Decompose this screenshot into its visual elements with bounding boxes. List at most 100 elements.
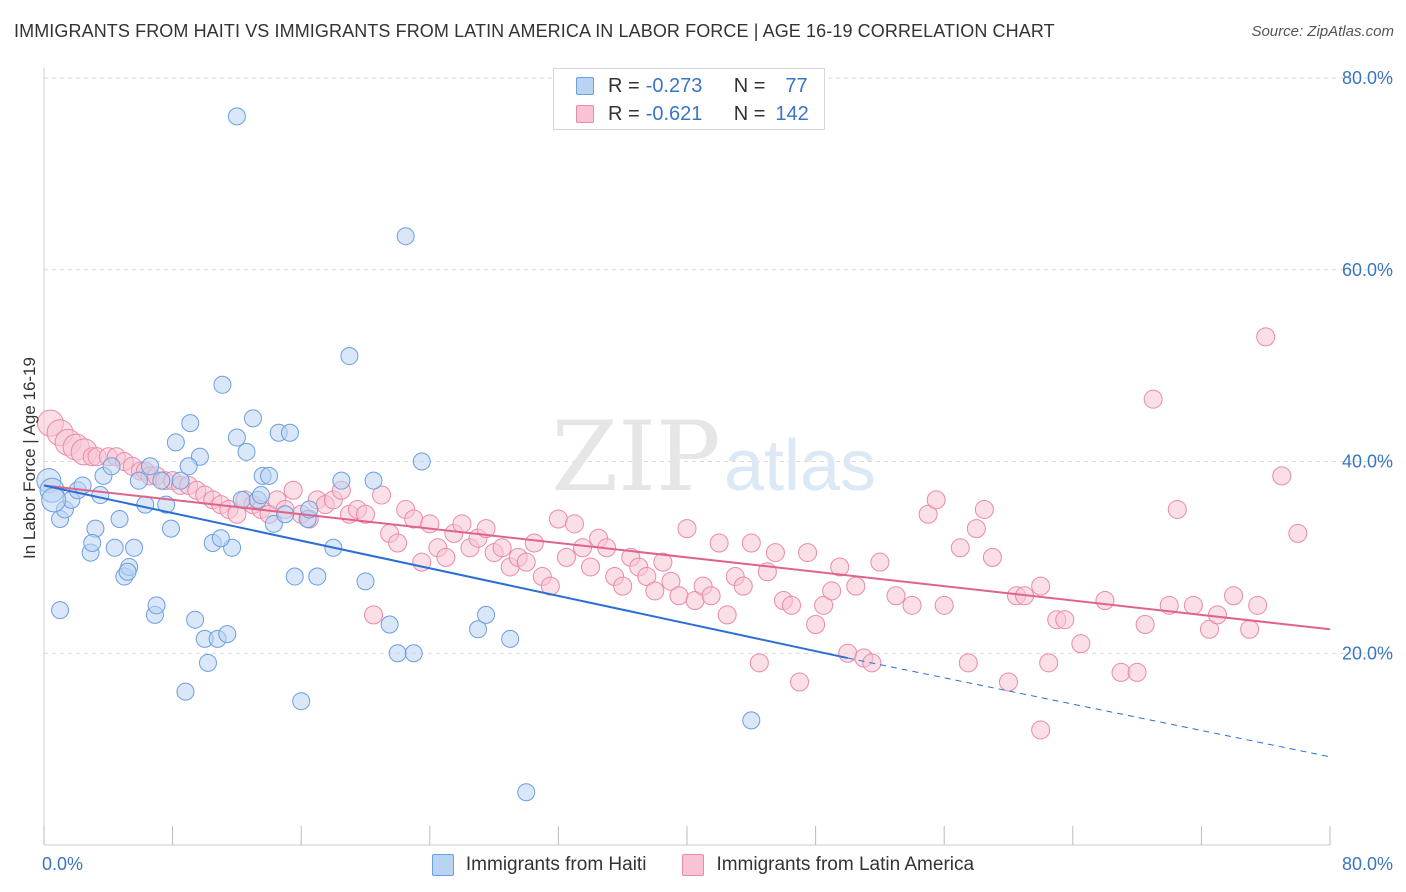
point-haiti-68 bbox=[179, 457, 198, 476]
point-haiti-25 bbox=[171, 471, 190, 490]
point-latin-118 bbox=[1031, 576, 1051, 596]
point-latin-108 bbox=[926, 490, 946, 510]
point-haiti-40 bbox=[243, 409, 262, 428]
source-credit: Source: ZipAtlas.com bbox=[1251, 23, 1394, 40]
point-haiti-63 bbox=[477, 605, 496, 624]
point-latin-61 bbox=[524, 533, 544, 553]
point-haiti-11 bbox=[102, 457, 121, 476]
point-haiti-48 bbox=[285, 567, 304, 586]
legend-label-haiti: Immigrants from Haiti bbox=[465, 854, 647, 875]
point-latin-115 bbox=[999, 672, 1018, 692]
trend-lines bbox=[43, 484, 1331, 758]
point-haiti-9 bbox=[91, 486, 110, 505]
point-latin-97 bbox=[814, 595, 834, 615]
point-haiti-46 bbox=[276, 505, 295, 524]
point-haiti-18 bbox=[136, 495, 155, 514]
grid-lines bbox=[44, 77, 1392, 654]
point-haiti-62 bbox=[469, 620, 488, 639]
point-latin-121 bbox=[1055, 610, 1075, 630]
point-latin-132 bbox=[1207, 605, 1227, 625]
correlation-legend: R = -0.273 N = 77 R = -0.621 N = 142 bbox=[553, 68, 825, 130]
point-latin-112 bbox=[966, 519, 986, 539]
point-haiti-66 bbox=[742, 711, 761, 730]
point-haiti-51 bbox=[308, 567, 327, 586]
watermark: ZIP atlas bbox=[551, 401, 876, 513]
legend-r-label: R = bbox=[608, 74, 640, 97]
watermark-zip: ZIP bbox=[551, 401, 720, 513]
point-latin-72 bbox=[613, 576, 633, 596]
point-haiti-28 bbox=[186, 610, 205, 629]
point-haiti-69 bbox=[51, 601, 70, 620]
point-latin-31 bbox=[283, 480, 303, 500]
point-haiti-19 bbox=[141, 457, 160, 476]
trend-line-latin bbox=[43, 484, 1331, 631]
point-haiti-67 bbox=[227, 107, 246, 126]
y-tick-label-20: 20.0% bbox=[1342, 643, 1393, 663]
point-latin-67 bbox=[573, 538, 593, 558]
legend-swatch-haiti bbox=[431, 854, 454, 876]
point-latin-137 bbox=[1272, 466, 1292, 486]
point-haiti-16 bbox=[125, 538, 144, 557]
point-haiti-58 bbox=[388, 644, 407, 663]
legend-n-label: N = bbox=[733, 74, 766, 97]
point-latin-52 bbox=[452, 514, 472, 534]
point-latin-106 bbox=[902, 595, 922, 615]
point-latin-104 bbox=[870, 552, 890, 572]
point-latin-64 bbox=[548, 509, 568, 529]
point-latin-111 bbox=[958, 653, 978, 673]
point-latin-107 bbox=[918, 504, 938, 524]
legend-item-latin[interactable]: Immigrants from Latin America bbox=[682, 854, 974, 876]
watermark-atlas: atlas bbox=[724, 426, 876, 506]
point-latin-84 bbox=[709, 533, 729, 553]
point-haiti-13 bbox=[110, 510, 129, 529]
point-latin-75 bbox=[637, 567, 657, 587]
point-latin-105 bbox=[886, 586, 906, 606]
point-haiti-73 bbox=[211, 529, 230, 548]
point-haiti-61 bbox=[412, 452, 431, 471]
point-latin-94 bbox=[790, 672, 810, 692]
legend-r-value-latin: -0.621 bbox=[645, 102, 703, 125]
tick-labels: 20.0% 40.0% 60.0% 80.0% 0.0% 80.0% bbox=[42, 68, 1393, 874]
point-haiti-27 bbox=[181, 414, 200, 433]
point-haiti-70 bbox=[83, 533, 102, 552]
point-haiti-57 bbox=[380, 615, 399, 634]
point-latin-44 bbox=[388, 533, 408, 553]
point-haiti-60 bbox=[404, 644, 423, 663]
point-latin-133 bbox=[1224, 586, 1244, 606]
point-latin-95 bbox=[798, 543, 818, 563]
legend-item-haiti[interactable]: Immigrants from Haiti bbox=[431, 854, 647, 876]
point-latin-122 bbox=[1071, 634, 1091, 654]
y-tick-label-80: 80.0% bbox=[1342, 68, 1393, 88]
point-haiti-47 bbox=[280, 423, 299, 442]
point-haiti-72 bbox=[147, 596, 166, 615]
point-haiti-54 bbox=[340, 347, 359, 366]
point-latin-55 bbox=[476, 519, 496, 539]
point-latin-87 bbox=[733, 576, 753, 596]
chart-title: IMMIGRANTS FROM HAITI VS IMMIGRANTS FROM… bbox=[14, 21, 1055, 41]
point-latin-60 bbox=[516, 552, 536, 572]
point-latin-130 bbox=[1183, 595, 1203, 615]
point-haiti-56 bbox=[364, 471, 383, 490]
point-haiti-43 bbox=[260, 466, 279, 485]
trend-line-haiti bbox=[43, 484, 848, 660]
legend-n-label: N = bbox=[733, 102, 766, 125]
point-haiti-17 bbox=[129, 471, 148, 490]
legend-label-latin: Immigrants from Latin America bbox=[716, 854, 975, 875]
point-latin-113 bbox=[974, 499, 994, 519]
legend-swatch-latin bbox=[576, 105, 594, 123]
point-latin-127 bbox=[1143, 389, 1163, 409]
point-latin-91 bbox=[765, 543, 785, 563]
x-tick-label-min: 0.0% bbox=[42, 854, 83, 874]
point-latin-57 bbox=[492, 538, 512, 558]
axes bbox=[43, 68, 1331, 846]
point-latin-78 bbox=[661, 571, 681, 591]
point-latin-123 bbox=[1095, 591, 1115, 611]
legend-r-value-haiti: -0.273 bbox=[645, 74, 703, 97]
point-haiti-23 bbox=[161, 519, 180, 538]
point-haiti-35 bbox=[218, 625, 237, 644]
point-latin-88 bbox=[741, 533, 761, 553]
point-latin-80 bbox=[677, 519, 697, 539]
legend-row-haiti: R = -0.273 N = 77 bbox=[576, 73, 808, 99]
point-latin-129 bbox=[1167, 499, 1187, 519]
